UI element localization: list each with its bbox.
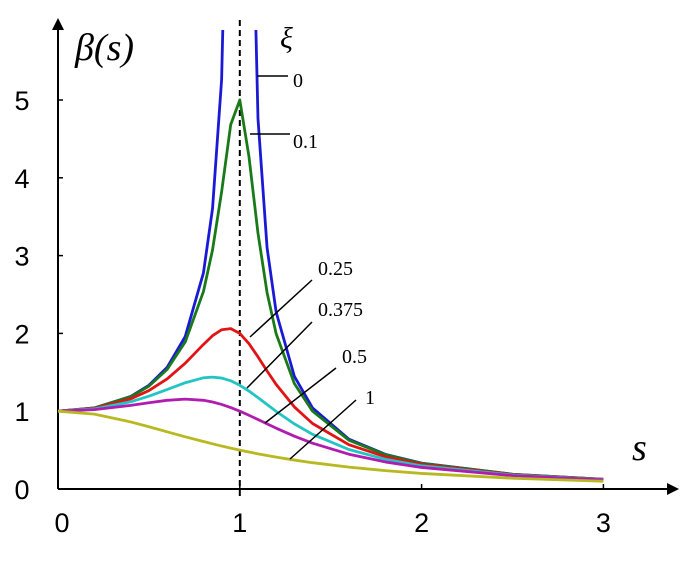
x-tick-label: 2 — [414, 508, 429, 538]
series-line — [58, 409, 604, 483]
series-line — [58, 29, 604, 481]
y-tick-label: 1 — [14, 397, 29, 427]
y-tick-label: 5 — [14, 86, 29, 116]
y-tick-label: 0 — [14, 475, 29, 505]
x-tick-label: 3 — [596, 508, 611, 538]
x-tick-label: 0 — [54, 508, 69, 538]
y-tick-label: 3 — [14, 242, 29, 272]
label-leader — [246, 321, 313, 389]
series-label: 0.375 — [318, 299, 363, 321]
plot-area — [58, 29, 604, 483]
series-line — [58, 98, 604, 481]
y-tick-label: 2 — [14, 319, 29, 349]
legend-title: ξ — [280, 22, 293, 55]
series-line — [58, 327, 604, 481]
y-tick-label: 4 — [14, 164, 29, 194]
y-axis-arrow — [52, 17, 64, 30]
y-axis-label: β(s) — [74, 27, 134, 69]
x-tick-label: 1 — [232, 508, 247, 538]
label-leader — [289, 399, 357, 460]
series-line — [58, 375, 604, 482]
series-label: 1 — [365, 387, 375, 409]
label-leader — [249, 279, 313, 338]
series-label: 0.5 — [342, 346, 367, 368]
series-line — [58, 397, 604, 482]
series-label: 0 — [293, 70, 303, 92]
label-leader — [264, 367, 337, 424]
x-axis-arrow — [667, 483, 680, 495]
series-label: 0.25 — [318, 258, 353, 280]
series-label: 0.1 — [293, 131, 318, 153]
x-axis-label: s — [632, 427, 647, 469]
